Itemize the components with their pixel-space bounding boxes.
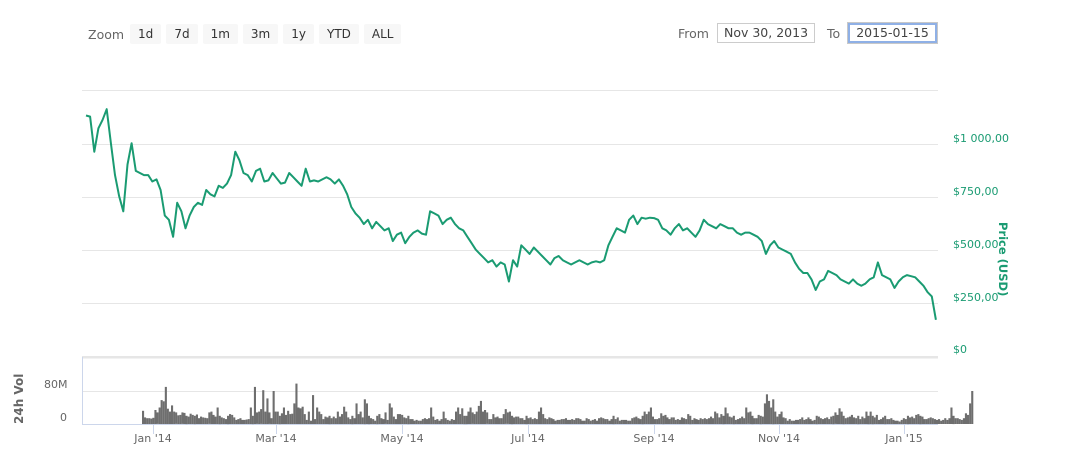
volume-tick-0: 0 xyxy=(60,411,67,424)
y-tick-250: $250,00 xyxy=(953,291,999,304)
to-date-input[interactable]: 2015-01-15 xyxy=(847,22,938,44)
from-label: From xyxy=(678,25,709,41)
zoom-toolbar: Zoom 1d 7d 1m 3m 1y YTD ALL xyxy=(88,24,406,44)
price-gridlines xyxy=(82,90,938,357)
y-tick-1000: $1 000,00 xyxy=(953,132,1009,145)
zoom-1d-button[interactable]: 1d xyxy=(130,24,162,44)
from-date-input[interactable]: Nov 30, 2013 xyxy=(716,23,816,43)
zoom-1m-button[interactable]: 1m xyxy=(202,24,238,44)
volume-axis-title: 24h Vol xyxy=(12,373,26,424)
x-tick-jan-15: Jan '15 xyxy=(885,432,923,445)
to-label: To xyxy=(827,25,841,41)
y-tick-750: $750,00 xyxy=(953,185,999,198)
price-line[interactable] xyxy=(85,108,937,320)
x-tick-sep-14: Sep '14 xyxy=(633,432,675,445)
volume-tick-80m: 80M xyxy=(44,378,68,391)
y-tick-0: $0 xyxy=(953,343,967,356)
zoom-1y-button[interactable]: 1y xyxy=(283,24,314,44)
x-tick-jan-14: Jan '14 xyxy=(134,432,172,445)
volume-gridlines xyxy=(82,356,938,425)
zoom-ytd-button[interactable]: YTD xyxy=(318,24,359,44)
zoom-label: Zoom xyxy=(88,26,125,42)
x-tick-mar-14: Mar '14 xyxy=(255,432,297,445)
price-axis-title: Price (USD) xyxy=(996,222,1010,297)
y-tick-500: $500,00 xyxy=(953,238,999,251)
zoom-all-button[interactable]: ALL xyxy=(363,24,402,44)
zoom-3m-button[interactable]: 3m xyxy=(242,24,279,44)
zoom-7d-button[interactable]: 7d xyxy=(166,24,198,44)
x-tick-may-14: May '14 xyxy=(380,432,424,445)
x-axis-ticks xyxy=(153,424,905,434)
date-range-selector: From Nov 30, 2013 To 2015-01-15 xyxy=(678,22,949,44)
x-tick-jul-14: Jul '14 xyxy=(511,432,545,445)
volume-bars[interactable] xyxy=(142,383,974,425)
x-tick-nov-14: Nov '14 xyxy=(758,432,800,445)
